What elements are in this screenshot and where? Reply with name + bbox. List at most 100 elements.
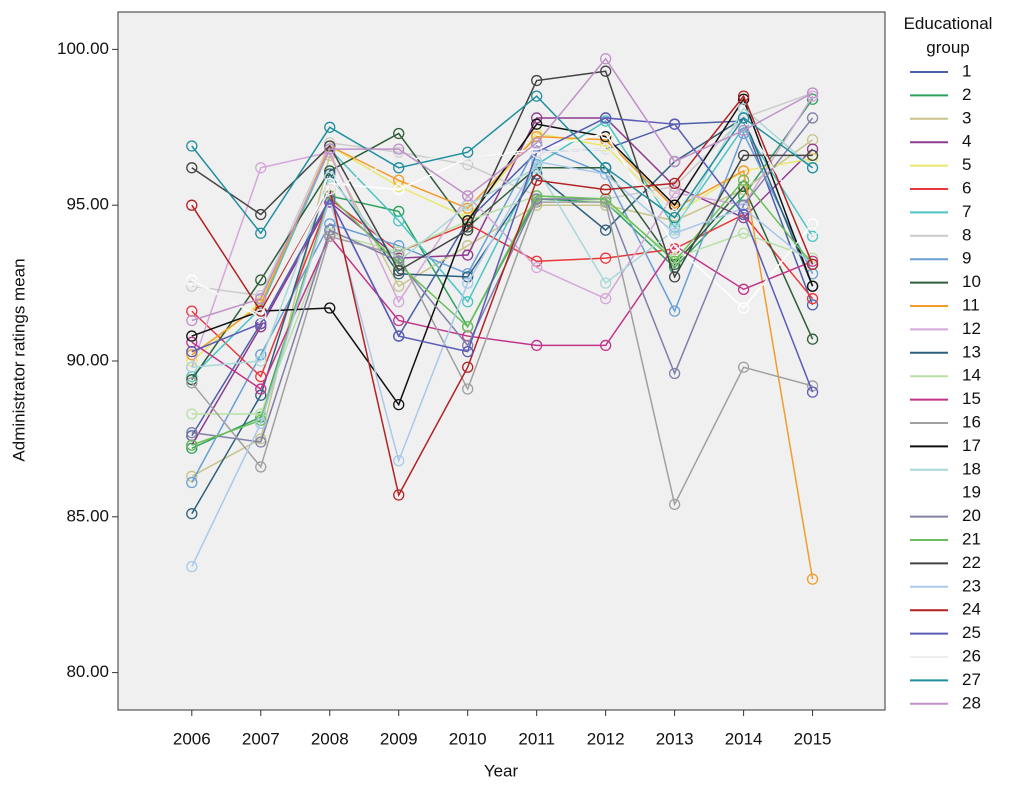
data-point <box>737 199 750 211</box>
data-point <box>255 414 267 426</box>
y-axis-label: Administrator ratings mean <box>9 258 28 461</box>
data-point <box>806 87 819 99</box>
data-point <box>531 112 543 124</box>
data-point <box>668 240 681 252</box>
series-line <box>191 57 813 322</box>
legend-label: 12 <box>962 319 981 338</box>
x-tick-label: 2012 <box>587 729 625 748</box>
legend-label: 5 <box>962 155 971 174</box>
data-point <box>737 361 750 373</box>
data-point <box>600 143 612 155</box>
series-line <box>191 94 814 498</box>
x-tick-label: 2008 <box>311 729 349 748</box>
data-point <box>806 333 819 345</box>
data-point <box>531 193 543 205</box>
data-point <box>600 130 612 143</box>
data-point <box>186 277 198 289</box>
data-point <box>462 277 474 289</box>
data-point <box>668 180 681 193</box>
data-point <box>737 124 750 137</box>
legend-label: 15 <box>962 389 981 408</box>
data-point <box>462 361 474 373</box>
data-point <box>255 433 267 445</box>
data-point <box>806 134 819 146</box>
data-point <box>531 155 543 168</box>
data-point <box>737 183 750 196</box>
data-point <box>255 436 267 448</box>
data-point <box>600 339 612 352</box>
data-point <box>186 336 198 348</box>
legend-label: 28 <box>962 693 981 712</box>
data-point <box>324 302 336 314</box>
data-point <box>255 317 267 330</box>
data-point <box>186 330 198 342</box>
data-point <box>186 314 198 327</box>
data-point <box>806 293 819 305</box>
data-point <box>393 314 405 327</box>
data-point <box>393 398 405 411</box>
x-tick-label: 2015 <box>794 729 832 748</box>
data-point <box>462 159 474 171</box>
data-point <box>737 112 750 124</box>
data-point <box>393 152 405 165</box>
x-tick-label: 2014 <box>725 729 763 748</box>
data-point <box>462 152 474 165</box>
x-axis-label: Year <box>484 761 519 780</box>
series-line <box>191 131 814 483</box>
legend-label: 25 <box>962 623 981 642</box>
data-point <box>600 193 612 205</box>
legend-label: 13 <box>962 342 981 361</box>
data-point <box>393 489 405 501</box>
data-point <box>600 224 612 236</box>
data-point <box>393 246 405 258</box>
data-point <box>806 143 819 155</box>
data-point <box>324 143 336 155</box>
y-tick-label: 80.00 <box>66 662 109 681</box>
data-point <box>255 417 267 429</box>
data-point <box>668 252 681 264</box>
series-line <box>191 201 813 507</box>
data-point <box>324 121 336 133</box>
data-point <box>324 183 336 196</box>
legend-label: 3 <box>962 108 971 127</box>
series <box>186 155 819 573</box>
data-point <box>806 162 819 174</box>
legend-label: 2 <box>962 85 971 104</box>
legend-label: 22 <box>962 553 981 572</box>
data-point <box>668 258 681 271</box>
data-point <box>186 140 198 152</box>
data-point <box>668 199 681 211</box>
data-point <box>255 383 267 395</box>
data-point <box>668 187 681 199</box>
data-point <box>462 383 474 395</box>
data-point <box>737 302 750 314</box>
data-point <box>806 149 819 161</box>
data-point <box>186 439 198 451</box>
data-point <box>255 461 267 473</box>
data-point <box>806 93 819 105</box>
data-point <box>393 268 405 280</box>
legend-label: 26 <box>962 646 981 665</box>
data-point <box>186 199 198 211</box>
legend-label: 16 <box>962 412 981 431</box>
data-point <box>186 361 198 373</box>
data-point <box>393 264 405 277</box>
data-point <box>668 367 681 380</box>
data-point <box>255 321 267 333</box>
data-point <box>255 208 267 221</box>
series-line <box>191 117 814 393</box>
data-point <box>806 258 819 271</box>
legend-label: 4 <box>962 132 971 151</box>
data-point <box>668 227 681 239</box>
data-point <box>393 174 405 186</box>
legend-label: 8 <box>962 225 971 244</box>
data-point <box>393 296 405 308</box>
data-point <box>531 146 543 158</box>
data-point <box>806 280 819 292</box>
data-point <box>737 127 750 140</box>
data-point <box>462 346 474 358</box>
data-point <box>393 330 405 342</box>
data-point <box>186 476 198 489</box>
x-tick-label: 2011 <box>518 729 555 748</box>
data-point <box>186 374 198 386</box>
